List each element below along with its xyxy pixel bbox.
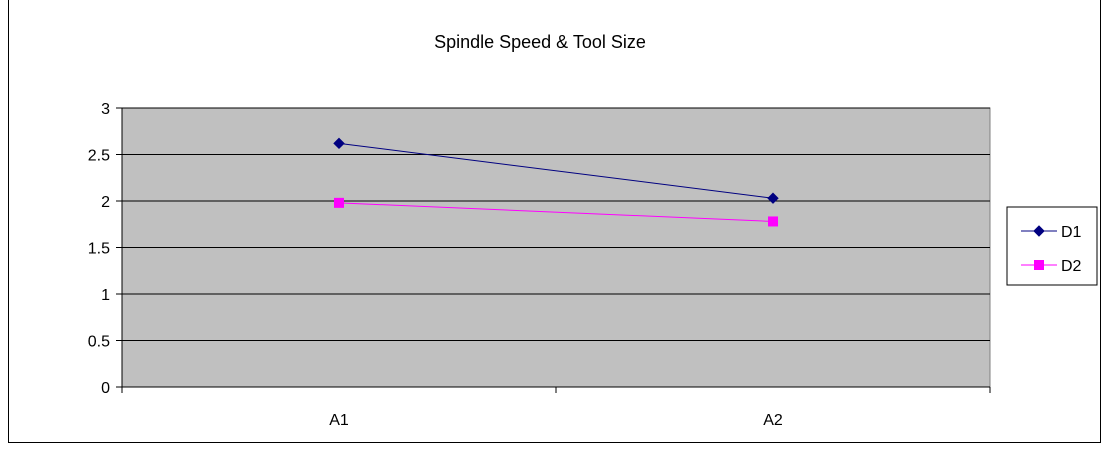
data-point-d1-a1 xyxy=(333,137,345,150)
gridlines xyxy=(122,107,990,341)
legend-marker-d1 xyxy=(1033,225,1045,237)
legend-box xyxy=(1006,206,1098,286)
legend-marker-d2 xyxy=(1034,260,1044,270)
legend-label-d1: D1 xyxy=(1061,224,1082,241)
axes: 0 0.5 1 1.5 2 2.5 3 A1 A2 xyxy=(88,101,991,429)
y-tick-label-1: 0.5 xyxy=(88,334,110,351)
series-layer xyxy=(333,137,779,227)
legend: D1 D2 xyxy=(1006,206,1098,286)
x-tick-label-a2: A2 xyxy=(763,412,783,429)
chart-title: Spindle Speed & Tool Size xyxy=(434,32,646,52)
y-tick-label-4: 2 xyxy=(101,194,110,211)
chart-frame xyxy=(8,0,1101,443)
x-tick-label-a1: A1 xyxy=(329,412,349,429)
y-tick-label-0: 0 xyxy=(101,380,110,397)
data-point-d2-a1 xyxy=(334,197,344,208)
series-line-d1 xyxy=(338,142,774,199)
y-tick-label-2: 1 xyxy=(101,287,110,304)
y-tick-label-3: 1.5 xyxy=(88,241,110,258)
legend-label-d2: D2 xyxy=(1061,258,1082,275)
data-point-d2-a2 xyxy=(768,216,778,227)
y-tick-label-6: 3 xyxy=(101,101,110,118)
data-point-d1-a2 xyxy=(767,192,779,204)
series-line-d2 xyxy=(338,202,774,222)
y-tick-label-5: 2.5 xyxy=(88,148,110,165)
